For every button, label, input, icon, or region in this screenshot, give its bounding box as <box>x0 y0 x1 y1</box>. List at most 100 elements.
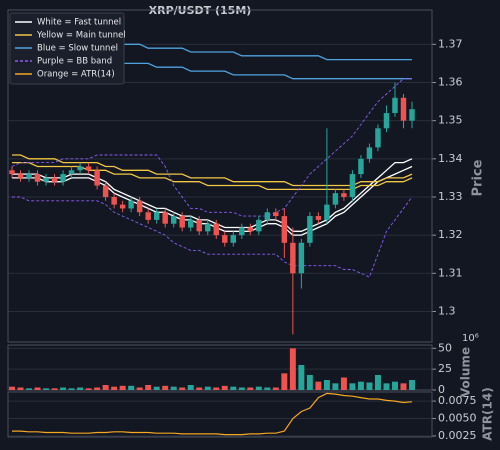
candle-body <box>153 212 160 220</box>
candle-body <box>9 170 15 175</box>
volume-bar <box>213 387 220 390</box>
candle-body <box>205 223 211 232</box>
candle-body <box>290 242 296 274</box>
volume-bar <box>68 388 75 390</box>
y-tick-label: 25 <box>438 362 452 375</box>
y-tick-label: 50 <box>438 341 452 354</box>
candle-body <box>94 170 100 186</box>
candle-body <box>341 193 347 197</box>
volume-bar <box>323 380 330 390</box>
volume-bar <box>119 385 126 390</box>
candle-body <box>400 97 407 121</box>
legend-label: Purple = BB band <box>37 57 112 67</box>
y-tick-label: 1.36 <box>438 76 463 89</box>
candle-body <box>239 227 245 236</box>
volume-bar <box>281 373 288 390</box>
volume-bar <box>255 386 262 390</box>
y-tick-label: 1.35 <box>438 114 463 127</box>
legend-label: Orange = ATR(14) <box>37 70 115 80</box>
candle-body <box>324 204 330 220</box>
volume-bar <box>238 387 245 390</box>
candle-body <box>409 109 415 121</box>
volume-bar <box>17 387 24 390</box>
legend-label: White = Fast tunnel <box>37 18 121 28</box>
candle-body <box>358 158 364 175</box>
tunnel-line <box>11 78 412 217</box>
y-tick-label: 1.33 <box>438 190 463 203</box>
volume-bar <box>102 385 109 390</box>
candle-body <box>222 235 228 243</box>
y-tick-label: 0.0050 <box>438 412 477 425</box>
candle-body <box>128 200 134 209</box>
tunnel-line <box>12 158 413 232</box>
candle-body <box>43 177 49 182</box>
candle-body <box>17 174 24 178</box>
candle-body <box>349 174 356 197</box>
candle-body <box>273 212 279 217</box>
candle-body <box>307 216 313 243</box>
candle-body <box>170 216 177 224</box>
candle-body <box>392 97 398 114</box>
tunnel-line <box>12 154 413 187</box>
candle-body <box>375 128 381 148</box>
volume-bar <box>162 385 169 390</box>
volume-bar <box>170 386 177 390</box>
volume-bar <box>400 383 407 390</box>
candle-body <box>34 174 41 182</box>
volume-bar <box>374 375 381 390</box>
volume-bar <box>306 375 313 390</box>
volume-bar <box>289 348 296 390</box>
volume-bar <box>357 381 364 390</box>
candle-body <box>315 216 322 220</box>
volume-bar <box>247 387 254 390</box>
volume-bar <box>179 387 186 390</box>
volume-bar <box>51 388 58 390</box>
volume-bar <box>153 386 160 390</box>
candle-body <box>179 216 185 228</box>
y-tick-label: 1.34 <box>438 152 463 165</box>
y-tick-label: 1.31 <box>438 266 463 279</box>
y-tick-label: 1.3 <box>438 304 456 317</box>
candle-body <box>366 147 373 159</box>
candle-body <box>102 185 109 197</box>
tunnel-line <box>12 165 413 236</box>
y-tick-label: 1.37 <box>438 37 463 50</box>
volume-bar <box>409 380 415 390</box>
candle-body <box>145 212 151 220</box>
candle-body <box>196 219 202 232</box>
volume-bar <box>315 381 322 390</box>
candle-body <box>111 196 117 205</box>
volume-bar <box>221 385 228 390</box>
volume-offset: 10⁶ <box>462 333 479 344</box>
y-tick-label: 0.0025 <box>438 429 477 442</box>
candle-body <box>264 212 271 220</box>
candle-body <box>51 177 58 182</box>
y-tick-label: 1.32 <box>438 228 463 241</box>
volume-bar <box>349 383 356 390</box>
volume-bar <box>60 387 67 390</box>
candle-body <box>230 235 236 243</box>
panel-frame <box>7 391 433 438</box>
volume-axis-label: Volume <box>459 347 473 397</box>
candle-body <box>383 113 390 129</box>
volume-bar <box>145 385 152 390</box>
candle-body <box>26 174 32 178</box>
volume-bar <box>77 387 84 390</box>
volume-bar <box>392 381 398 390</box>
panel-frame <box>7 344 433 391</box>
candle-body <box>68 170 75 175</box>
volume-bar <box>298 365 305 390</box>
candle-body <box>136 200 143 213</box>
candle-body <box>281 216 288 243</box>
volume-bar <box>9 386 15 390</box>
volume-bar <box>128 385 135 390</box>
y-tick-label: 0.0075 <box>438 394 477 407</box>
volume-bar <box>187 385 194 390</box>
volume-bar <box>204 386 211 390</box>
volume-bar <box>366 382 373 390</box>
volume-bar <box>383 383 390 390</box>
volume-bar <box>85 388 92 390</box>
candle-body <box>188 219 194 228</box>
legend-box <box>9 12 125 85</box>
